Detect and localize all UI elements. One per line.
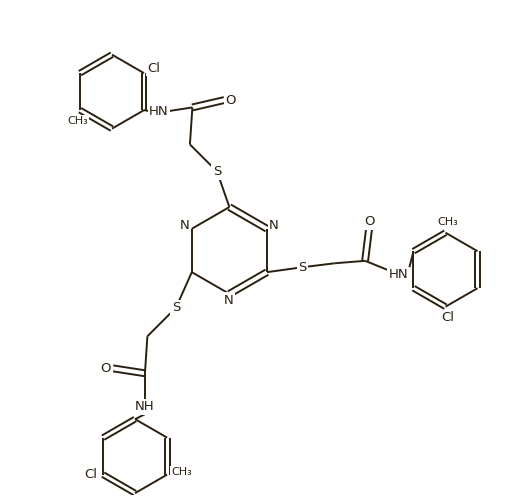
Text: Cl: Cl (84, 468, 97, 481)
Text: Cl: Cl (442, 311, 455, 324)
Text: CH₃: CH₃ (171, 467, 192, 477)
Text: S: S (172, 301, 180, 314)
Text: N: N (269, 219, 279, 232)
Text: CH₃: CH₃ (67, 116, 88, 126)
Text: HN: HN (389, 268, 408, 281)
Text: CH₃: CH₃ (438, 217, 458, 227)
Text: O: O (364, 215, 374, 228)
Text: NH: NH (135, 400, 155, 413)
Text: N: N (180, 219, 190, 232)
Text: O: O (101, 362, 111, 375)
Text: HN: HN (149, 105, 169, 118)
Text: S: S (213, 165, 221, 178)
Text: S: S (298, 261, 307, 274)
Text: N: N (224, 294, 234, 307)
Text: Cl: Cl (147, 62, 161, 75)
Text: O: O (225, 94, 235, 107)
